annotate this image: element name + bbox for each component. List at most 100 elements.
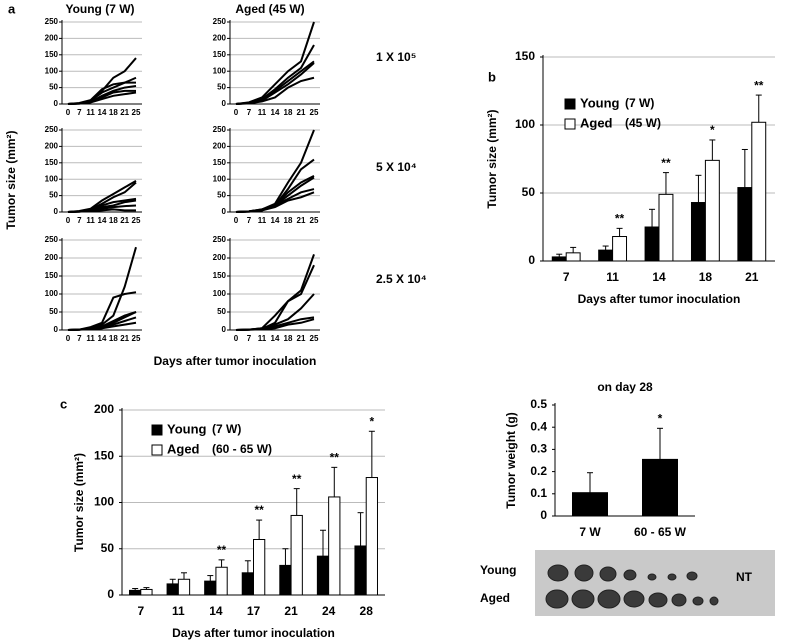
x-tick-label: 11 xyxy=(86,334,95,343)
x-tick-label: 14 xyxy=(271,334,280,343)
legend-label: Aged xyxy=(167,441,200,456)
bar xyxy=(551,256,567,262)
y-tick-label: 200 xyxy=(213,34,227,43)
x-tick-label: 0 xyxy=(234,334,239,343)
y-tick-label: 50 xyxy=(522,185,536,199)
x-tick-label: 18 xyxy=(284,108,293,117)
x-tick-label: 11 xyxy=(86,216,95,225)
x-axis-label: Days after tumor inoculation xyxy=(172,626,335,640)
bar xyxy=(279,564,292,596)
line xyxy=(235,76,315,105)
x-tick-label: 25 xyxy=(310,108,319,117)
x-tick-label: 18 xyxy=(699,270,713,284)
x-tick-label: 18 xyxy=(109,108,118,117)
bar xyxy=(166,583,179,596)
significance: ** xyxy=(330,451,340,465)
bar xyxy=(253,539,266,596)
x-tick-label: 18 xyxy=(109,216,118,225)
legend-swatch xyxy=(564,118,576,130)
x-tick-label: 25 xyxy=(310,216,319,225)
x-tick-label: 0 xyxy=(66,334,71,343)
bar xyxy=(365,477,378,596)
bar xyxy=(316,555,330,596)
significance: * xyxy=(658,411,663,425)
bar xyxy=(737,187,753,262)
bar xyxy=(140,588,153,596)
column-title: Aged (45 W) xyxy=(235,2,304,16)
tumor xyxy=(686,571,698,581)
x-tick-label: 18 xyxy=(284,216,293,225)
bar xyxy=(241,572,255,596)
x-tick-label: 11 xyxy=(172,604,185,618)
bar xyxy=(644,226,660,262)
line xyxy=(235,188,315,213)
x-tick-label: 14 xyxy=(209,604,223,618)
legend-group: (7 W) xyxy=(625,96,654,110)
bar xyxy=(215,566,228,596)
y-tick-label: 150 xyxy=(515,49,535,63)
bar xyxy=(204,580,217,596)
bar xyxy=(751,121,767,262)
y-tick-label: 150 xyxy=(213,158,227,167)
tumor xyxy=(574,564,594,582)
tumor xyxy=(623,569,637,581)
legend-label: Young xyxy=(580,95,620,110)
y-tick-label: 100 xyxy=(45,66,59,75)
significance: * xyxy=(710,123,715,137)
y-tick-label: 250 xyxy=(213,235,227,244)
y-axis-label: Tumor weight (g) xyxy=(504,412,518,508)
significance: ** xyxy=(661,156,671,170)
tumor xyxy=(597,589,621,609)
tumor xyxy=(709,596,719,606)
x-tick-label: 7 xyxy=(77,108,82,117)
y-tick-label: 50 xyxy=(101,541,115,555)
tumor xyxy=(623,590,645,608)
bar xyxy=(177,578,191,596)
significance: ** xyxy=(292,472,302,486)
y-tick-label: 0 xyxy=(222,207,227,216)
y-tick-label: 0 xyxy=(528,253,535,267)
x-tick-label: 21 xyxy=(297,108,306,117)
tumor xyxy=(648,592,668,608)
line xyxy=(235,129,315,213)
bar xyxy=(658,193,674,262)
y-tick-label: 50 xyxy=(217,83,226,92)
y-tick-label: 0.2 xyxy=(530,464,547,478)
y-tick-label: 100 xyxy=(213,289,227,298)
x-tick-label: 14 xyxy=(98,216,107,225)
row-label: 5 X 10⁴ xyxy=(376,160,417,174)
tumor xyxy=(647,573,657,581)
x-tick-label: 7 xyxy=(247,334,252,343)
tumor xyxy=(671,593,687,607)
y-tick-label: 250 xyxy=(45,235,59,244)
y-tick-label: 150 xyxy=(213,50,227,59)
y-tick-label: 0.3 xyxy=(530,442,547,456)
x-tick-label: 28 xyxy=(360,604,374,618)
y-axis-label: Tumor size (mm²) xyxy=(485,109,499,208)
x-tick-label: 25 xyxy=(132,108,141,117)
y-tick-label: 200 xyxy=(45,142,59,151)
y-tick-label: 250 xyxy=(45,125,59,134)
column-title: Young (7 W) xyxy=(65,2,134,16)
x-tick-label: 21 xyxy=(120,216,129,225)
x-tick-label: 7 xyxy=(247,108,252,117)
bar xyxy=(328,496,341,596)
x-tick-label: 25 xyxy=(132,216,141,225)
y-tick-label: 200 xyxy=(45,34,59,43)
panel-label: c xyxy=(60,396,67,411)
y-tick-label: 200 xyxy=(45,253,59,262)
x-tick-label: 21 xyxy=(297,216,306,225)
y-tick-label: 0.4 xyxy=(530,419,547,433)
panel-label: a xyxy=(8,1,16,16)
bar xyxy=(612,236,628,262)
tumor xyxy=(547,564,569,582)
x-tick-label: 7 xyxy=(137,604,144,618)
y-tick-label: 150 xyxy=(45,158,59,167)
x-tick-label: 11 xyxy=(606,270,619,284)
legend-label: Young xyxy=(167,421,207,436)
y-tick-label: 250 xyxy=(45,17,59,26)
x-tick-label: 14 xyxy=(98,108,107,117)
y-tick-label: 50 xyxy=(49,307,58,316)
x-tick-label: 14 xyxy=(271,108,280,117)
